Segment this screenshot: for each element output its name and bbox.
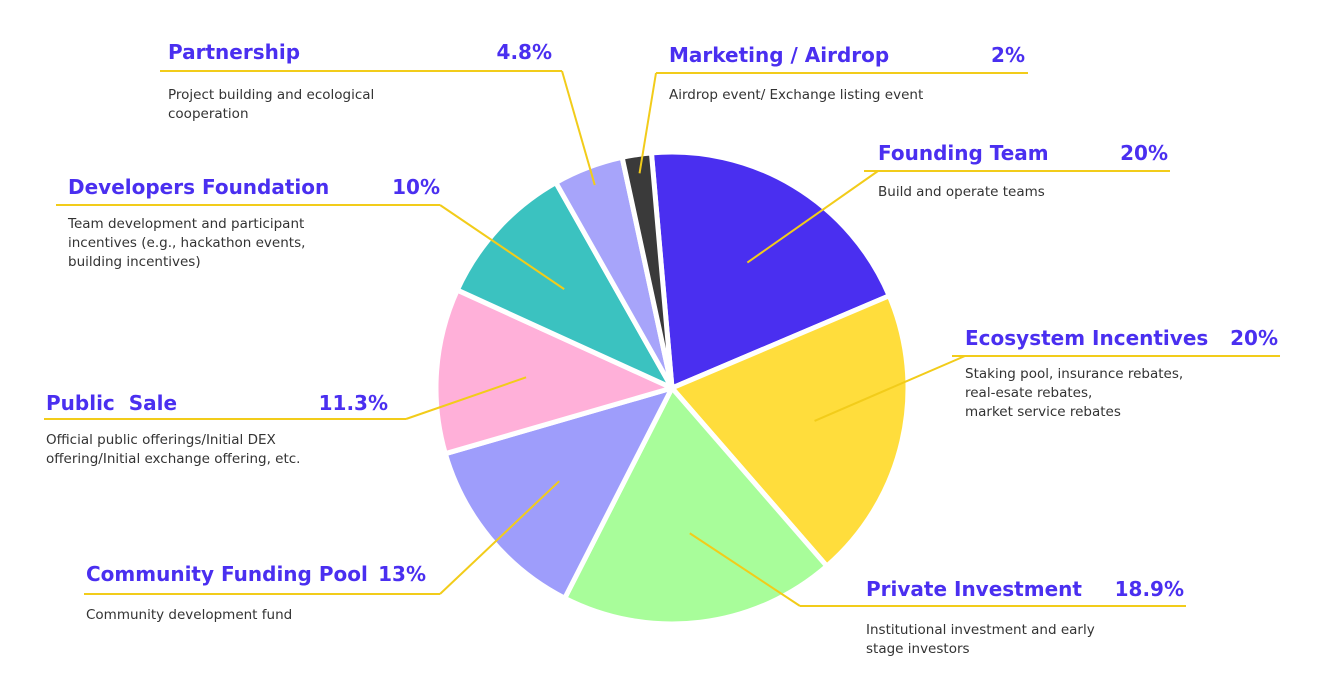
pie-slice-ecosystem-incentives [669,293,911,569]
series-label-partnership: Partnership [168,40,300,64]
description-ecosystem-incentives-line-3: market service rebates [965,404,1121,420]
data-label-public-sale: 11.3% [319,391,388,415]
description-private-investment-line-1: Institutional investment and early [866,622,1095,638]
description-developers-foundation-line-1: Team development and participant [67,216,304,232]
leader-line-marketing-airdrop [638,72,657,174]
description-partnership-line-1: Project building and ecological [168,87,374,103]
series-label-public-sale: Public Sale [46,391,177,415]
data-label-developers-foundation: 10% [392,175,440,199]
description-partnership-line-2: cooperation [168,106,249,122]
pie-slice-founding-team [648,149,892,391]
description-founding-team-line-1: Build and operate teams [878,184,1045,200]
data-label-private-investment: 18.9% [1115,577,1184,601]
description-public-sale-line-1: Official public offerings/Initial DEX [46,432,276,448]
pie-slice-public-sale [433,287,675,457]
description-developers-foundation-line-3: building incentives) [68,254,201,270]
pie-labels: Founding Team 20% Build and operate teams E… [44,40,1280,657]
description-public-sale-line-2: offering/Initial exchange offering, etc. [46,451,300,467]
series-label-ecosystem-incentives: Ecosystem Incentives [965,326,1208,350]
description-ecosystem-incentives-line-2: real-esate rebates, [965,385,1092,401]
description-developers-foundation-line-2: incentives (e.g., hackathon events, [68,235,305,251]
description-marketing-airdrop-line-1: Airdrop event/ Exchange listing event [669,87,923,103]
series-label-marketing-airdrop: Marketing / Airdrop [669,43,889,67]
data-label-partnership: 4.8% [497,40,552,64]
data-label-community-funding-pool: 13% [378,562,426,586]
leader-line-founding-team [746,170,879,264]
leader-line-private-investment [689,532,801,607]
pie-slice-private-investment [562,385,830,627]
data-label-ecosystem-incentives: 20% [1230,326,1278,350]
leader-line-ecosystem-incentives [814,355,966,422]
series-label-developers-foundation: Developers Foundation [68,175,329,199]
series-label-private-investment: Private Investment [866,577,1082,601]
series-label-community-funding-pool: Community Funding Pool [86,562,368,586]
data-label-founding-team: 20% [1120,141,1168,165]
leader-line-community-funding-pool [439,480,560,595]
leader-line-partnership [561,70,596,186]
pie-slice-developers-foundation [454,180,675,391]
series-label-founding-team: Founding Team [878,141,1049,165]
data-label-marketing-airdrop: 2% [991,43,1025,67]
pie-slice-marketing-airdrop [619,150,675,391]
pie-slices [433,149,911,627]
description-community-funding-pool-line-1: Community development fund [86,607,292,623]
leader-line-public-sale [405,376,527,420]
pie-slice-community-funding-pool [442,385,675,601]
description-private-investment-line-2: stage investors [866,641,970,657]
description-ecosystem-incentives-line-1: Staking pool, insurance rebates, [965,366,1183,382]
leader-line-developers-foundation [439,204,565,290]
